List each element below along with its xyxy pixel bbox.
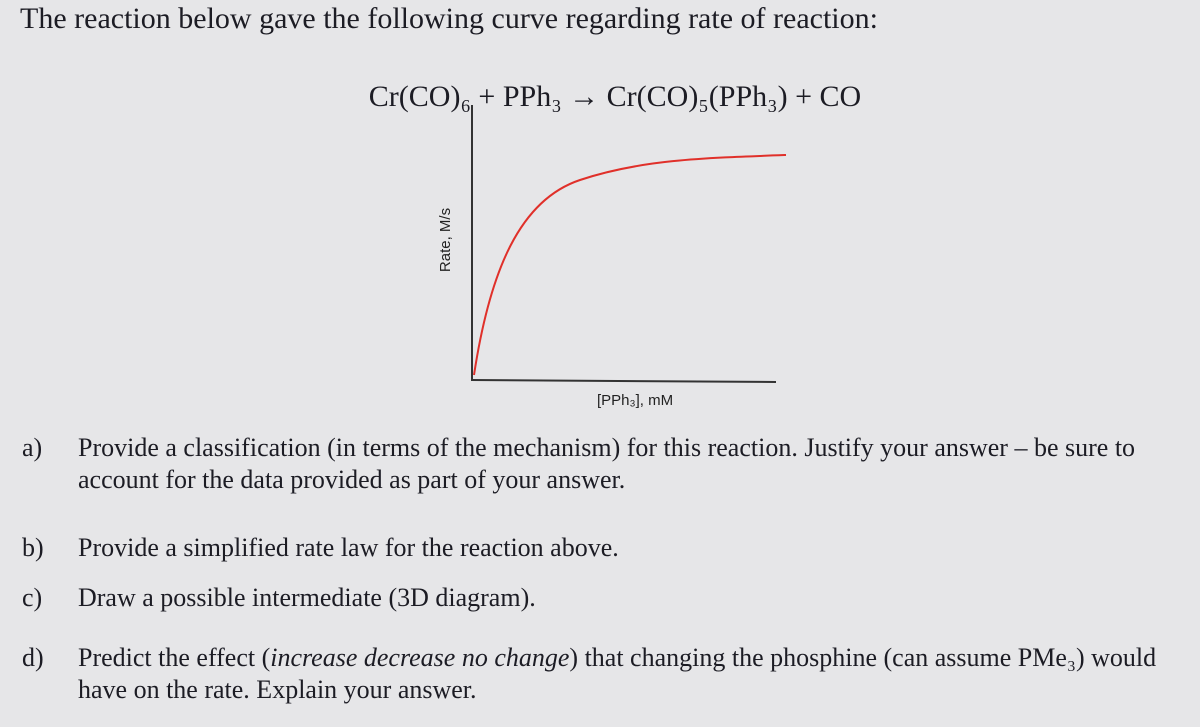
intro: The reaction below gave the following cu… — [20, 2, 878, 35]
question: b) Provide a simplified rate law for the … — [22, 532, 1158, 564]
y-axis-label: Rate, M/s — [437, 208, 454, 272]
x-axis-label: [PPh₃], mM — [597, 392, 673, 409]
question: a) Provide a classification (in terms of … — [22, 432, 1158, 496]
question-label: c) — [22, 583, 43, 612]
question-text: Predict the effect ( — [78, 643, 271, 672]
question-text: Provide a simplified rate law for the re… — [78, 533, 619, 562]
question-text: ) that changing the phosphine (can assum… — [78, 643, 1157, 704]
figure: Rate, M/s [PPh₃], mM — [437, 105, 787, 409]
question-text: Provide a classification (in terms of th… — [78, 433, 1136, 494]
equation: Cr(CO)₆ + PPh₃ → Cr(CO)₅(PPh₃) + CO — [368, 80, 862, 113]
question-label: d) — [22, 643, 44, 672]
question-emphasis: increase decrease no change — [270, 643, 570, 672]
question-label: b) — [22, 533, 44, 562]
rate-curve — [473, 154, 787, 376]
x-axis — [470, 379, 777, 383]
question: d) Predict the effect (increase decrease … — [22, 642, 1158, 706]
question-label: a) — [22, 433, 43, 462]
question-text: Draw a possible intermediate (3D diagram… — [78, 583, 536, 612]
question: c) Draw a possible intermediate (3D diagr… — [22, 582, 1158, 614]
